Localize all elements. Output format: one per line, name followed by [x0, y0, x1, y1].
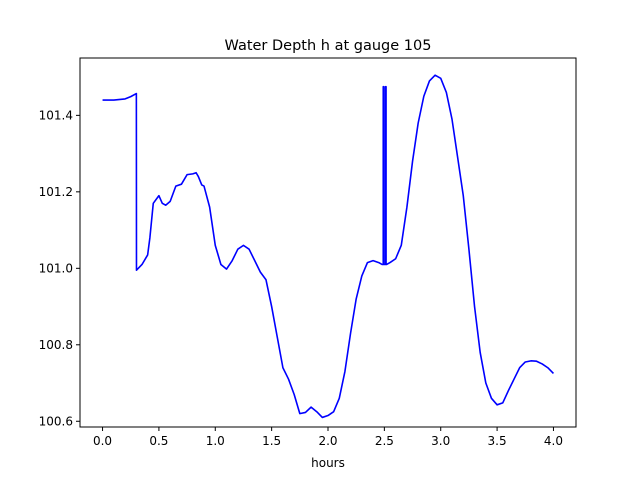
- x-tick-label: 4.0: [544, 434, 563, 448]
- y-axis: 100.6 100.8 101.0 101.2 101.4: [39, 108, 80, 428]
- x-tick-label: 2.0: [318, 434, 337, 448]
- x-tick-label: 2.5: [375, 434, 394, 448]
- x-tick-label: 1.0: [206, 434, 225, 448]
- x-tick-label: 1.5: [262, 434, 281, 448]
- x-axis: 0.0 0.5 1.0 1.5 2.0 2.5 3.0 3.5 4.0: [93, 427, 563, 448]
- y-tick-label: 100.6: [39, 414, 73, 428]
- plot-area: [102, 74, 555, 419]
- x-tick-label: 0.5: [149, 434, 168, 448]
- x-tick-label: 3.5: [488, 434, 507, 448]
- chart-title: Water Depth h at gauge 105: [225, 38, 432, 54]
- y-tick-label: 101.2: [39, 185, 73, 199]
- y-tick-label: 101.0: [39, 261, 73, 275]
- y-tick-label: 101.4: [39, 108, 73, 122]
- y-tick-label: 100.8: [39, 338, 73, 352]
- x-tick-label: 0.0: [93, 434, 112, 448]
- x-axis-label: hours: [311, 456, 345, 470]
- series-line-0: [102, 74, 555, 419]
- plot-frame: [79, 57, 577, 428]
- x-tick-label: 3.0: [431, 434, 450, 448]
